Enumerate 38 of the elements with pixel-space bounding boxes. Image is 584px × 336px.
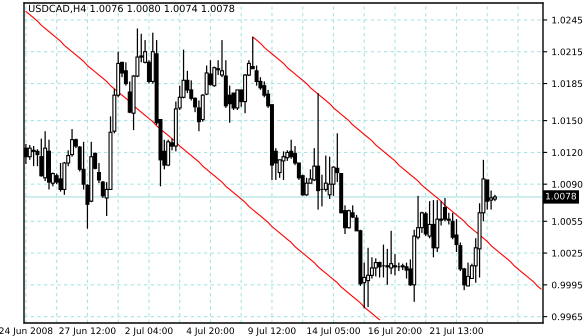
- candlestick: [346, 209, 351, 230]
- y-tick-label: 0.9995: [552, 282, 582, 288]
- candlestick: [466, 262, 470, 287]
- candlestick: [442, 197, 447, 222]
- x-tick-label: 9 Jul 12:00: [248, 327, 296, 336]
- y-tick-label: 1.0025: [552, 250, 582, 257]
- candlestick: [485, 179, 490, 210]
- y-tick-label: 1.0055: [552, 218, 582, 225]
- candlestick: [235, 89, 240, 111]
- candlestick: [366, 247, 370, 308]
- x-tick-label: 4 Jul 20:00: [186, 327, 234, 336]
- candlestick: [166, 139, 170, 167]
- candlestick: [32, 145, 36, 167]
- candlestick: [328, 156, 332, 200]
- candlestick: [374, 258, 378, 277]
- line-series: [252, 36, 542, 290]
- y-tick-label: 1.0150: [552, 117, 582, 124]
- candlestick: [39, 138, 44, 178]
- candlestick: [282, 150, 286, 181]
- y-tick-label: 1.0090: [552, 180, 582, 188]
- y-tick-label: 0.9965: [552, 313, 582, 320]
- x-tick-label: 2 Jul 04:00: [125, 327, 173, 336]
- candlestick: [392, 254, 397, 276]
- y-tick-label: 1.0120: [552, 149, 582, 156]
- y-tick-label: 1.0185: [552, 80, 582, 88]
- x-tick-label: 14 Jul 05:00: [307, 327, 360, 336]
- candlestick: [58, 162, 63, 192]
- x-tick-label: 27 Jun 12:00: [59, 327, 116, 336]
- candlestick: [431, 199, 436, 258]
- ref-line-label: 1.0078: [546, 192, 576, 200]
- y-tick-label: 1.0245: [552, 16, 582, 24]
- x-tick-label: 21 Jul 13:00: [430, 327, 483, 336]
- candlestick: [385, 248, 390, 286]
- candlestick: [304, 177, 309, 196]
- chart-title: USDCAD,H4 1.0076 1.0080 1.0074 1.0078: [28, 4, 234, 14]
- candlestick: [254, 64, 259, 86]
- y-tick-label: 1.0215: [552, 48, 582, 56]
- x-tick-label: 16 Jul 20:00: [368, 327, 422, 336]
